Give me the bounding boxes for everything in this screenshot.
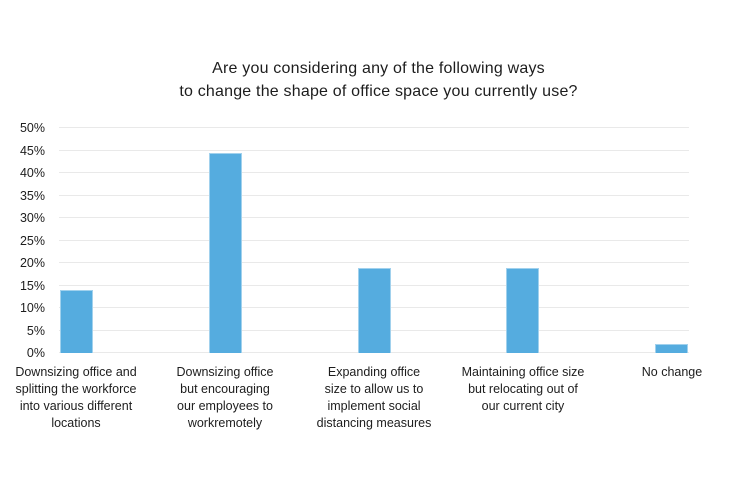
gridline xyxy=(59,239,689,241)
x-axis-category-label: No change xyxy=(641,365,703,379)
y-axis-tick-label: 40% xyxy=(19,166,45,180)
y-axis-tick-label: 30% xyxy=(19,211,45,225)
chart-title: Are you considering any of the following… xyxy=(23,57,734,103)
y-axis-tick-label: 35% xyxy=(19,188,45,203)
bar xyxy=(506,267,540,353)
y-axis-tick-label: 15% xyxy=(19,278,45,293)
y-axis-tick-label: 0% xyxy=(26,346,45,360)
x-axis-category-label: Downsizing office and splitting the work… xyxy=(15,365,137,430)
gridline xyxy=(59,217,689,218)
x-axis-category-label: Maintaining office size but relocating o… xyxy=(461,365,585,413)
gridline xyxy=(59,194,689,196)
plot-area xyxy=(59,127,689,353)
x-axis-category-label: Downsizing office but encouraging our em… xyxy=(176,365,274,430)
bar xyxy=(357,267,391,353)
bar xyxy=(655,344,689,353)
gridline xyxy=(59,172,689,173)
x-axis-category-label: Expanding office size to allow us to imp… xyxy=(316,365,432,430)
chart-title-line-1: Are you considering any of the following… xyxy=(212,60,545,77)
bar xyxy=(59,290,93,353)
y-axis-tick-label: 50% xyxy=(19,121,45,135)
chart-title-line-2: to change the shape of office space you … xyxy=(179,83,578,100)
x-axis-category-labels: Downsizing office and splitting the work… xyxy=(15,364,702,454)
y-axis-tick-label: 25% xyxy=(19,233,45,248)
y-axis-tick-label: 10% xyxy=(19,301,45,315)
bar xyxy=(208,152,242,353)
y-axis-tick-label: 5% xyxy=(26,323,45,338)
gridline xyxy=(59,127,689,128)
gridline xyxy=(59,149,689,151)
gridline xyxy=(59,262,689,263)
y-axis-tick-label: 20% xyxy=(19,256,45,270)
y-axis-tick-label: 45% xyxy=(19,143,45,158)
